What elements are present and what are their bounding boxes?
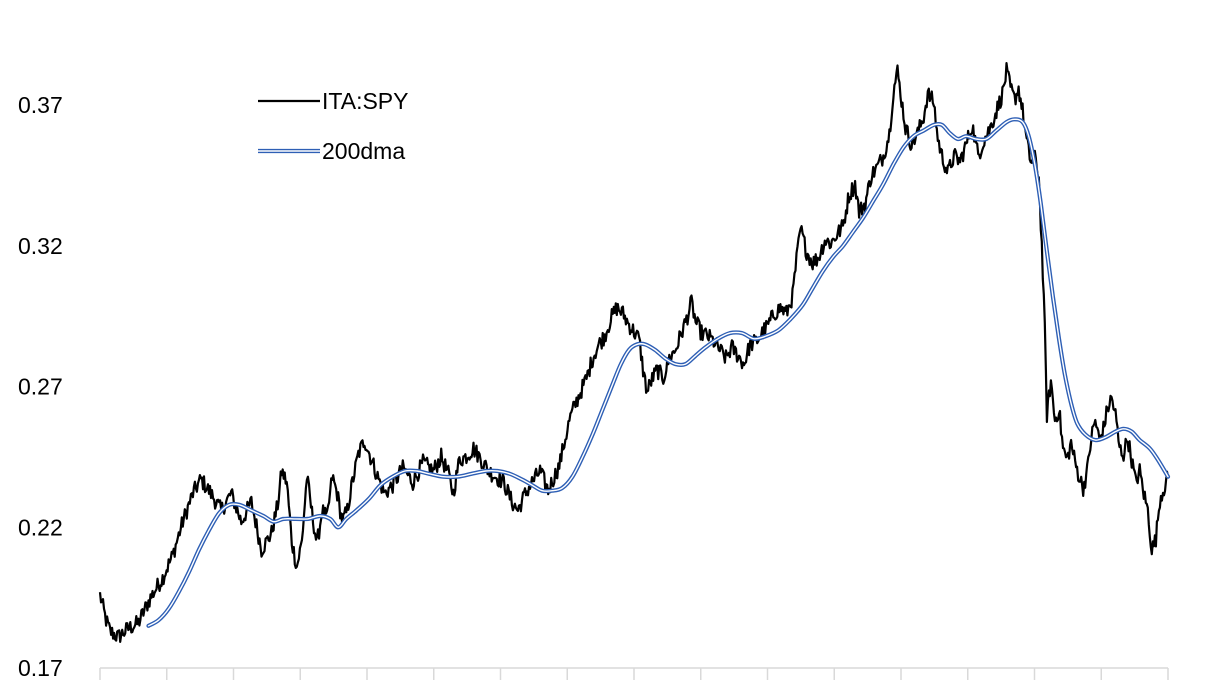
series-line-ita-spy [98, 62, 1170, 643]
y-tick-label: 0.22 [18, 514, 63, 540]
legend-label: 200dma [322, 138, 405, 164]
y-tick-label: 0.17 [18, 655, 63, 681]
x-axis [99, 667, 1169, 680]
series-line-200dma-inner [147, 118, 1169, 627]
series-layer [98, 62, 1171, 643]
y-tick-label: 0.37 [18, 92, 63, 118]
legend-item: 200dma [258, 138, 405, 164]
legend-item: ITA:SPY [258, 88, 409, 114]
y-axis-tick-labels: 0.17 0.22 0.27 0.32 0.37 [18, 92, 63, 681]
legend: ITA:SPY 200dma [258, 88, 409, 164]
y-tick-label: 0.27 [18, 374, 63, 400]
legend-label: ITA:SPY [322, 88, 409, 114]
y-tick-label: 0.32 [18, 233, 63, 259]
